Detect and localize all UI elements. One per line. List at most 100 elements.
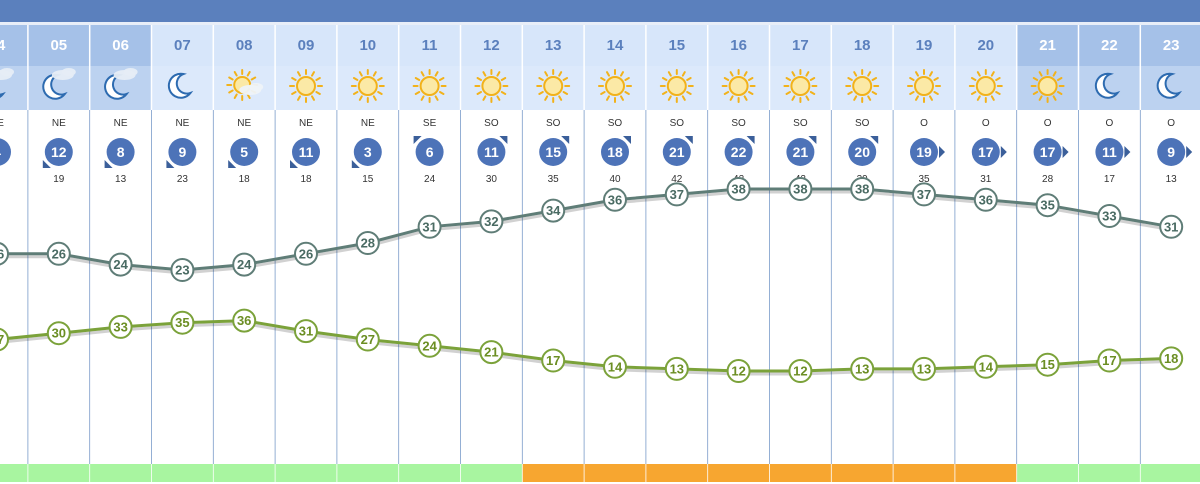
sun-ray xyxy=(805,71,810,77)
status-cell-green xyxy=(1140,464,1200,482)
humidity-point xyxy=(664,356,689,381)
sun-ray xyxy=(929,95,933,101)
sun-ray xyxy=(562,91,569,95)
sun-ray xyxy=(661,91,668,95)
sun-ray xyxy=(358,95,363,101)
wind-gust: 18 xyxy=(300,174,312,185)
sun-ray xyxy=(1038,71,1043,77)
humidity-point xyxy=(417,333,442,358)
sun-ray xyxy=(867,71,872,77)
moon-cloud-icon xyxy=(104,68,138,100)
sun-ray xyxy=(233,71,238,77)
humidity-point xyxy=(541,348,566,373)
sun-ray xyxy=(438,91,445,95)
temperature-point xyxy=(0,242,9,266)
temperature-point xyxy=(417,214,442,239)
sun-ray xyxy=(315,91,321,95)
humidity-point xyxy=(1159,346,1184,371)
icon-cell xyxy=(151,66,214,110)
sun-ray xyxy=(909,77,915,81)
sun-ray xyxy=(853,95,858,101)
sun-ray xyxy=(372,71,377,77)
wind-direction: O xyxy=(920,118,928,129)
hour-label: 15 xyxy=(668,37,685,54)
temperature-point xyxy=(973,187,998,212)
hour-label: 06 xyxy=(112,37,129,54)
wind-arrow-icon xyxy=(939,146,945,158)
cloud-puff xyxy=(249,83,264,91)
wind-arrow-icon xyxy=(1062,146,1069,158)
hour-label: 17 xyxy=(792,37,809,54)
humidity-label: 17 xyxy=(546,353,560,368)
sun-ray xyxy=(500,77,507,81)
status-cell-green xyxy=(1078,464,1141,482)
sun-ray xyxy=(723,91,730,95)
hour-header-cell xyxy=(398,25,461,66)
hour-label: 11 xyxy=(422,37,438,54)
hour-label: 20 xyxy=(977,37,994,54)
sun-icon xyxy=(845,69,880,103)
hour-label: 12 xyxy=(483,37,500,54)
wind-speed: 17 xyxy=(1040,144,1056,160)
sun-ray xyxy=(352,77,359,81)
sun-ray xyxy=(246,71,251,77)
wind-direction: SO xyxy=(670,118,685,129)
sun-rays xyxy=(907,69,941,103)
hour-label: 07 xyxy=(174,37,191,54)
temperature-point xyxy=(294,241,318,266)
sun-ray xyxy=(1052,71,1057,77)
cloud-puff xyxy=(0,68,14,76)
sun-disc xyxy=(728,76,749,96)
wind-speed: 15 xyxy=(545,144,561,160)
wind-speed: 22 xyxy=(731,144,747,160)
sun-ray xyxy=(871,91,878,95)
sun-ray xyxy=(482,71,487,77)
wind-arrow-icon xyxy=(166,160,175,168)
humidity-point xyxy=(294,319,318,344)
sun-ray xyxy=(377,77,383,81)
wind-speed-circle xyxy=(539,138,568,166)
moon-crescent xyxy=(1094,72,1121,99)
wind-speed-circle xyxy=(415,138,444,166)
sun-ray xyxy=(606,95,610,101)
wind-speed-circle xyxy=(662,138,691,166)
hour-label: 05 xyxy=(50,37,67,54)
sun-rays xyxy=(412,69,447,103)
sun-ray xyxy=(785,77,792,81)
wind-speed-circle xyxy=(786,138,815,166)
wind-speed-circle xyxy=(106,138,135,166)
humidity-label: 27 xyxy=(0,332,4,347)
hour-header-cell xyxy=(645,25,708,66)
sun-ray xyxy=(606,71,610,77)
wind-speed-circle xyxy=(0,138,11,166)
sun-ray xyxy=(558,71,563,77)
wind-speed: 9 xyxy=(179,144,187,160)
sun-ray xyxy=(667,95,672,101)
sun-disc xyxy=(975,76,996,96)
temperature-label: 37 xyxy=(917,187,931,202)
wind-speed: 11 xyxy=(1102,144,1117,160)
sun-disc xyxy=(296,76,316,96)
wind-direction: O xyxy=(1106,118,1114,129)
temperature-label: 38 xyxy=(855,182,869,197)
temperature-label: 28 xyxy=(361,236,375,251)
wind-gust: 13 xyxy=(115,174,127,185)
sun-ray xyxy=(805,95,810,101)
wind-gust: 23 xyxy=(177,174,189,185)
temperature-label: 26 xyxy=(52,246,66,261)
humidity-point xyxy=(1097,348,1122,373)
hour-header-cell xyxy=(1078,25,1141,66)
humidity-label: 15 xyxy=(1040,357,1054,372)
humidity-point xyxy=(232,308,257,333)
sun-ray xyxy=(867,95,872,101)
sun-ray xyxy=(1038,95,1043,101)
sun-ray xyxy=(434,95,439,101)
sun-rays xyxy=(474,69,509,103)
status-cell-green xyxy=(213,464,276,482)
hour-header-cell xyxy=(584,25,646,66)
wind-arrow-icon xyxy=(870,136,879,144)
sun-ray xyxy=(311,95,315,101)
sun-ray xyxy=(871,77,878,81)
sun-ray xyxy=(1052,95,1057,101)
temperature-point xyxy=(1159,214,1184,239)
